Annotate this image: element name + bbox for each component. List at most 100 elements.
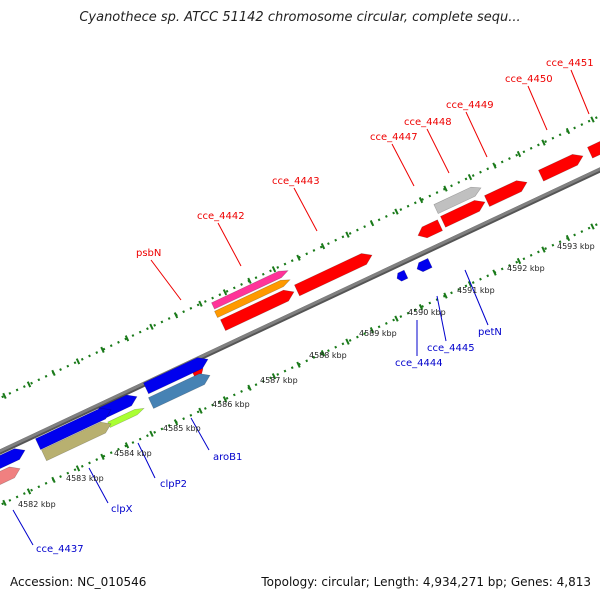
label-cce-4437[interactable]: cce_4437 (36, 544, 84, 555)
reverse-track-tick (100, 453, 105, 460)
gene-features[interactable] (0, 137, 600, 488)
label-clpp2[interactable]: clpP2 (160, 479, 187, 490)
forward-track-tick (222, 289, 228, 296)
gene-arrow-reverse-8[interactable] (0, 466, 21, 488)
forward-track (0, 114, 600, 400)
label-cce-4445[interactable]: cce_4445 (427, 343, 475, 354)
gene-arrow-reverse-7[interactable] (0, 448, 26, 473)
gene-arrow-cce-4445[interactable] (416, 257, 433, 273)
leader-cce-4443 (293, 187, 318, 232)
reverse-track-tick (320, 350, 326, 357)
forward-track-tick (541, 139, 546, 146)
gene-arrow-forward-7[interactable] (433, 186, 482, 215)
leader-cce-4437 (12, 509, 34, 546)
gene-arrow-forward-4[interactable] (294, 253, 373, 297)
reverse-track-tick (173, 419, 179, 426)
gene-arrow-forward-9[interactable] (538, 154, 584, 182)
leader-psbn (150, 259, 182, 301)
gene-arrow-reverse-4[interactable] (107, 407, 145, 428)
leader-cce-4451 (570, 69, 590, 115)
label-petn[interactable]: petN (478, 327, 502, 338)
forward-track-tick (198, 300, 203, 307)
leader-clpp2 (137, 442, 156, 479)
map-title: Cyanothece sp. ATCC 51142 chromosome cir… (79, 10, 521, 25)
reverse-track-tick (345, 338, 350, 345)
reverse-track-tick (590, 223, 595, 230)
label-cce-4447[interactable]: cce_4447 (370, 132, 418, 143)
forward-track-tick (2, 392, 7, 400)
leader-cce-4447 (391, 143, 415, 187)
forward-track-tick (443, 185, 448, 192)
label-cce-4444[interactable]: cce_4444 (395, 358, 443, 369)
reverse-track-tick (296, 361, 301, 368)
kbp-label-4584: 4584 kbp (114, 449, 152, 458)
reverse-track-tick (75, 465, 81, 472)
accession-text: Accession: NC_010546 (10, 575, 147, 589)
reverse-track-tick (198, 407, 203, 414)
kbp-label-4588: 4588 kbp (309, 351, 347, 360)
reverse-track-tick (467, 280, 473, 288)
reverse-track-tick (541, 246, 546, 253)
label-cce-4450[interactable]: cce_4450 (505, 74, 553, 85)
forward-track-tick (296, 254, 301, 261)
gene-arrow-reverse-2[interactable] (148, 373, 211, 409)
kbp-label-4583: 4583 kbp (66, 474, 104, 483)
gene-arrow-forward-5[interactable] (417, 219, 443, 239)
reverse-track-tick (2, 499, 7, 507)
kbp-label-4591: 4591 kbp (457, 286, 495, 295)
label-leaders (12, 69, 590, 546)
forward-track-tick (516, 150, 522, 158)
forward-track-tick (590, 116, 595, 123)
backbone-line (0, 167, 600, 453)
leader-petn (464, 269, 489, 326)
label-cce-4442[interactable]: cce_4442 (197, 211, 245, 222)
label-psbn[interactable]: psbN (136, 248, 161, 259)
gene-arrow-reverse-6[interactable] (41, 421, 112, 462)
gene-arrow-forward-10[interactable] (587, 137, 600, 159)
reverse-track-tick (418, 303, 424, 311)
leader-arob1 (190, 417, 210, 451)
forward-track-tick (124, 335, 130, 342)
forward-track-tick (100, 346, 105, 353)
reverse-track-tick (247, 384, 252, 391)
reverse-track-tick (492, 269, 497, 276)
label-arob1[interactable]: aroB1 (213, 452, 242, 463)
label-cce-4449[interactable]: cce_4449 (446, 100, 494, 111)
gene-arrow-forward-3[interactable] (211, 270, 289, 310)
reverse-track-tick (51, 476, 56, 483)
leader-cce-4450 (527, 85, 548, 131)
kbp-label-4582: 4582 kbp (18, 500, 56, 509)
reverse-track-tick (26, 488, 32, 495)
label-cce-4451[interactable]: cce_4451 (546, 58, 594, 69)
forward-track-tick (75, 358, 81, 365)
kbp-label-4586: 4586 kbp (212, 400, 250, 409)
label-clpx[interactable]: clpX (111, 504, 133, 515)
leader-clpx (88, 467, 109, 504)
gene-arrow-reverse-1[interactable] (143, 357, 209, 395)
topology-summary: Topology: circular; Length: 4,934,271 bp… (261, 575, 591, 589)
gene-arrow-forward-2[interactable] (214, 279, 291, 319)
gene-arrow-forward-8[interactable] (484, 180, 528, 207)
kbp-label-4587: 4587 kbp (260, 376, 298, 385)
kbp-label-4590: 4590 kbp (408, 308, 446, 317)
forward-track-tick (467, 173, 473, 181)
kbp-label-4589: 4589 kbp (359, 329, 397, 338)
forward-track-tick (320, 243, 326, 250)
strand-tracks (0, 114, 600, 507)
kbp-label-4585: 4585 kbp (163, 424, 201, 433)
backbone (0, 167, 600, 455)
kbp-label-4593: 4593 kbp (557, 242, 595, 251)
gene-arrow-cce-4444[interactable] (396, 269, 409, 282)
forward-track-tick (247, 277, 252, 284)
forward-track-tick (565, 127, 571, 135)
forward-track-tick (149, 323, 154, 330)
gene-arrow-reverse-5[interactable] (35, 407, 112, 450)
reverse-track (0, 221, 600, 507)
forward-track-tick (369, 220, 375, 227)
gene-arrow-forward-6[interactable] (440, 200, 486, 228)
forward-track-tick (345, 231, 350, 238)
label-cce-4448[interactable]: cce_4448 (404, 117, 452, 128)
forward-track-tick (394, 208, 399, 215)
label-cce-4443[interactable]: cce_4443 (272, 176, 320, 187)
gene-arrow-forward-1[interactable] (220, 289, 295, 332)
